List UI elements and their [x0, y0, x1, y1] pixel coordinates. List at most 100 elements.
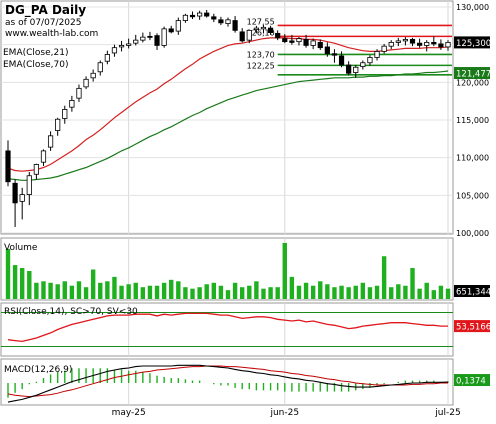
volume-bar	[119, 285, 124, 299]
volume-bar	[424, 282, 429, 299]
candle	[445, 40, 451, 51]
candle-body	[104, 54, 110, 62]
candle	[55, 117, 61, 136]
candle	[303, 34, 309, 48]
volume-bar	[261, 288, 266, 299]
candle-body	[161, 28, 167, 46]
candle-body	[409, 38, 416, 44]
candle-body	[289, 40, 295, 43]
y-tick-label-2: 120,000	[456, 78, 489, 87]
ema70-tag-bg	[454, 67, 490, 80]
candle-body	[338, 55, 345, 66]
volume-bar	[176, 281, 181, 299]
candle-body	[424, 42, 430, 46]
volume-bar	[367, 287, 373, 299]
candle	[189, 11, 196, 20]
candle	[424, 40, 430, 52]
candle-body	[282, 38, 288, 43]
candle-body	[402, 38, 409, 42]
volume-bar	[12, 265, 18, 299]
candle-body	[232, 20, 238, 31]
candle	[118, 40, 125, 52]
candle	[182, 13, 189, 23]
volume-bar	[268, 287, 273, 299]
candle	[211, 13, 217, 23]
y-tick-label-0: 130,000	[456, 3, 489, 12]
volume-bar	[239, 287, 245, 299]
ema70-tag: 121,477	[456, 70, 491, 80]
volume-layer	[5, 242, 451, 299]
volume-bar	[232, 282, 238, 299]
macd-tag-bg	[454, 374, 490, 387]
candle	[417, 38, 423, 48]
volume-bar	[183, 287, 188, 299]
volume-bar	[126, 284, 131, 299]
volume-bar	[69, 285, 75, 299]
volume-bar	[105, 281, 110, 299]
volume-bar	[374, 285, 380, 299]
candle-body	[189, 14, 196, 18]
volume-bar	[48, 282, 53, 299]
candle	[104, 50, 110, 65]
candle	[346, 61, 352, 76]
volume-bar	[389, 287, 394, 299]
candle	[317, 39, 323, 50]
candle	[83, 76, 89, 90]
volume-bar	[41, 281, 46, 299]
candle-body	[239, 31, 245, 42]
volume-bar	[197, 287, 202, 299]
candle	[204, 10, 210, 18]
candle	[267, 25, 274, 35]
candle	[275, 30, 281, 41]
candle-body	[76, 87, 82, 99]
candle	[168, 25, 174, 34]
volume-tag: 651,344	[456, 288, 491, 298]
candle-body	[197, 12, 203, 17]
candle-body	[12, 182, 18, 204]
candle	[438, 39, 444, 50]
level-label-1: 126,10	[247, 28, 275, 37]
macd-signal-line	[7, 365, 448, 398]
volume-bar	[147, 285, 153, 299]
candle-body	[253, 27, 259, 31]
volume-bar	[154, 285, 160, 299]
volume-bar	[27, 270, 32, 299]
volume-bar	[417, 288, 422, 299]
candle-body	[211, 16, 217, 20]
x-tick-label-0: may-25	[112, 408, 146, 418]
candle	[111, 44, 118, 57]
candle-body	[55, 118, 61, 131]
candle	[409, 37, 416, 47]
level-label-3: 122,25	[247, 61, 275, 70]
candle	[76, 84, 82, 102]
candle	[69, 95, 75, 112]
volume-bar	[225, 290, 231, 299]
rsi-title: RSI(Close,14), SC>70, SV<30	[4, 307, 138, 317]
candle-body	[154, 35, 160, 46]
candle	[395, 37, 401, 47]
candle-body	[26, 175, 32, 195]
candle-body	[324, 46, 330, 55]
candle	[402, 37, 409, 46]
candle	[388, 40, 394, 50]
candle	[374, 49, 380, 61]
volume-bar	[332, 287, 337, 299]
candle	[232, 16, 238, 33]
candle	[40, 149, 47, 166]
candle-body	[204, 12, 210, 17]
candle-body	[90, 72, 96, 79]
candle	[12, 179, 18, 227]
candle-body	[431, 42, 437, 45]
legend-ema70: EMA(Close,70)	[3, 60, 68, 70]
macd-tag: 0,1374	[456, 377, 486, 387]
candle-body	[331, 53, 338, 56]
volume-bar	[169, 279, 174, 299]
volume-bar	[303, 282, 309, 299]
volume-bar	[318, 281, 323, 299]
candle-body	[260, 26, 267, 30]
volume-bar	[34, 282, 39, 299]
volume-bar	[353, 285, 358, 299]
candle	[239, 28, 245, 43]
candle	[260, 25, 267, 34]
